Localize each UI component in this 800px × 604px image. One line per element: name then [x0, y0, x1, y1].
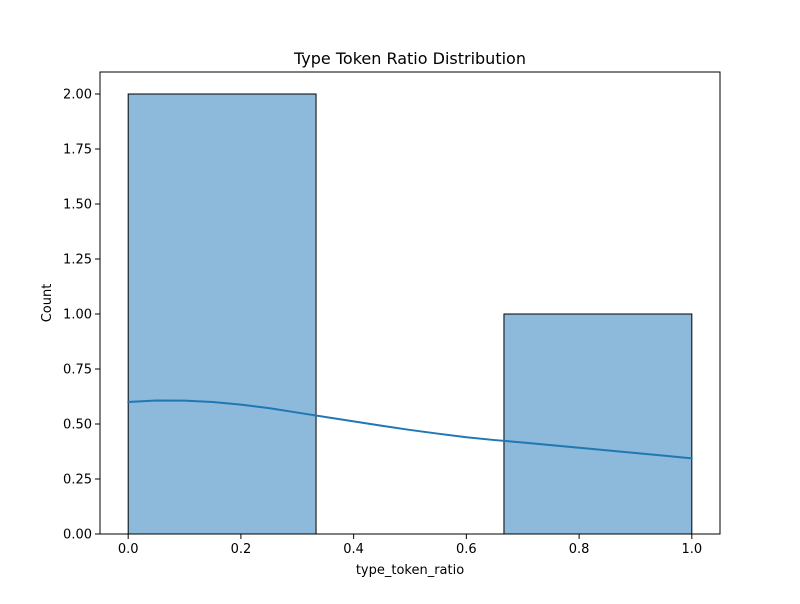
y-tick-label: 0.75 [63, 363, 92, 378]
histogram-bar-2 [503, 313, 693, 535]
y-tick-label: 2.00 [63, 88, 92, 103]
x-tick-label: 0.4 [343, 542, 364, 557]
chart-title: Type Token Ratio Distribution [293, 49, 526, 68]
y-tick-label: 0.50 [63, 418, 92, 433]
plot-area-frame [99, 71, 721, 535]
x-tick-label: 0.0 [118, 542, 139, 557]
x-tick-label: 0.2 [231, 542, 252, 557]
x-tick-label: 0.6 [456, 542, 477, 557]
kde-curve [127, 399, 693, 460]
x-axis-ticks: 0.0 0.2 0.4 0.6 0.8 1.0 [118, 534, 702, 557]
x-tick-label: 1.0 [681, 542, 702, 557]
bars-layer [127, 93, 693, 535]
x-tick-label: 0.8 [569, 542, 590, 557]
y-tick-label: 1.00 [63, 308, 92, 323]
y-axis-ticks: 0.00 0.25 0.50 0.75 1.00 1.25 1.50 1.75 2.00 [63, 88, 100, 543]
y-tick-label: 0.00 [63, 528, 92, 543]
y-tick-label: 0.25 [63, 473, 92, 488]
kde-layer [127, 399, 693, 460]
x-axis-label: type_token_ratio [356, 563, 464, 578]
y-tick-label: 1.25 [63, 253, 92, 268]
y-tick-label: 1.75 [63, 143, 92, 158]
y-tick-label: 1.50 [63, 198, 92, 213]
y-axis-label: Count [40, 284, 55, 323]
histogram-bar-0 [127, 93, 317, 535]
